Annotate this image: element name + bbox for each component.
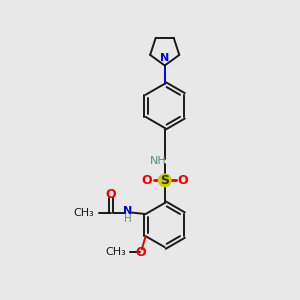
Text: NH: NH [150, 156, 166, 166]
Text: CH₃: CH₃ [106, 247, 127, 257]
Text: S: S [160, 174, 169, 187]
Text: O: O [135, 246, 146, 259]
Text: O: O [106, 188, 116, 201]
Text: N: N [160, 53, 169, 63]
Text: O: O [178, 174, 188, 187]
Text: H: H [124, 214, 132, 224]
Text: O: O [141, 174, 152, 187]
Text: N: N [123, 206, 133, 216]
Circle shape [158, 174, 171, 187]
Text: CH₃: CH₃ [74, 208, 94, 218]
